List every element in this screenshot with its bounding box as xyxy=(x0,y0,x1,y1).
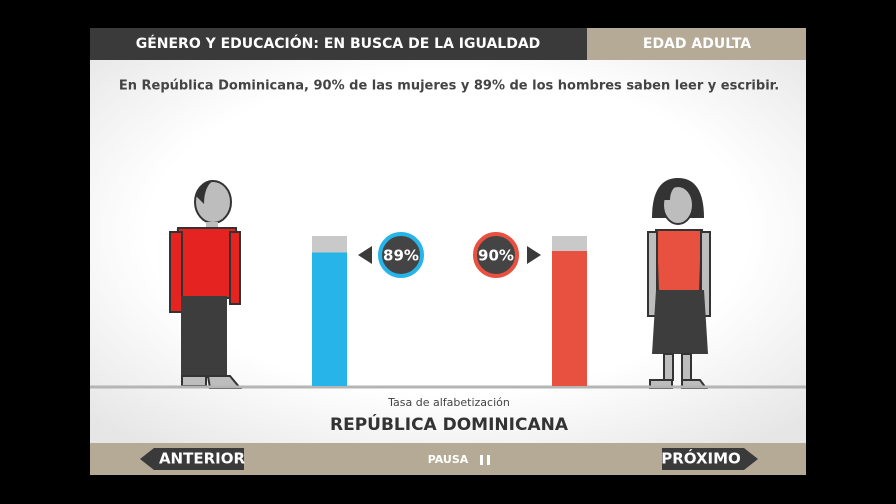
next-button[interactable]: PRÓXIMO xyxy=(661,448,758,470)
man-figure xyxy=(169,180,243,389)
value-badge xyxy=(473,232,519,278)
next-label[interactable]: PRÓXIMO xyxy=(661,449,741,468)
subtitle: En República Dominicana, 90% de las muje… xyxy=(119,79,779,94)
pause-label[interactable]: PAUSA xyxy=(428,453,469,466)
bar xyxy=(312,252,347,386)
axis-label: Tasa de alfabetización xyxy=(387,396,510,409)
country-label: REPÚBLICA DOMINICANA xyxy=(330,413,569,435)
header-title: GÉNERO Y EDUCACIÓN: EN BUSCA DE LA IGUAL… xyxy=(136,34,541,52)
pointer xyxy=(358,246,372,264)
previous-button[interactable]: ANTERIOR xyxy=(140,448,245,470)
value-label: 90% xyxy=(478,247,514,265)
section-title: EDAD ADULTA xyxy=(643,36,751,52)
section-bar xyxy=(587,28,806,60)
value-badge xyxy=(378,232,424,278)
bar xyxy=(552,251,587,386)
value-label: 89% xyxy=(383,247,419,265)
header-bar xyxy=(90,28,587,60)
pause-button[interactable]: PAUSA xyxy=(428,453,490,466)
pointer xyxy=(527,246,541,264)
previous-label[interactable]: ANTERIOR xyxy=(159,450,246,468)
